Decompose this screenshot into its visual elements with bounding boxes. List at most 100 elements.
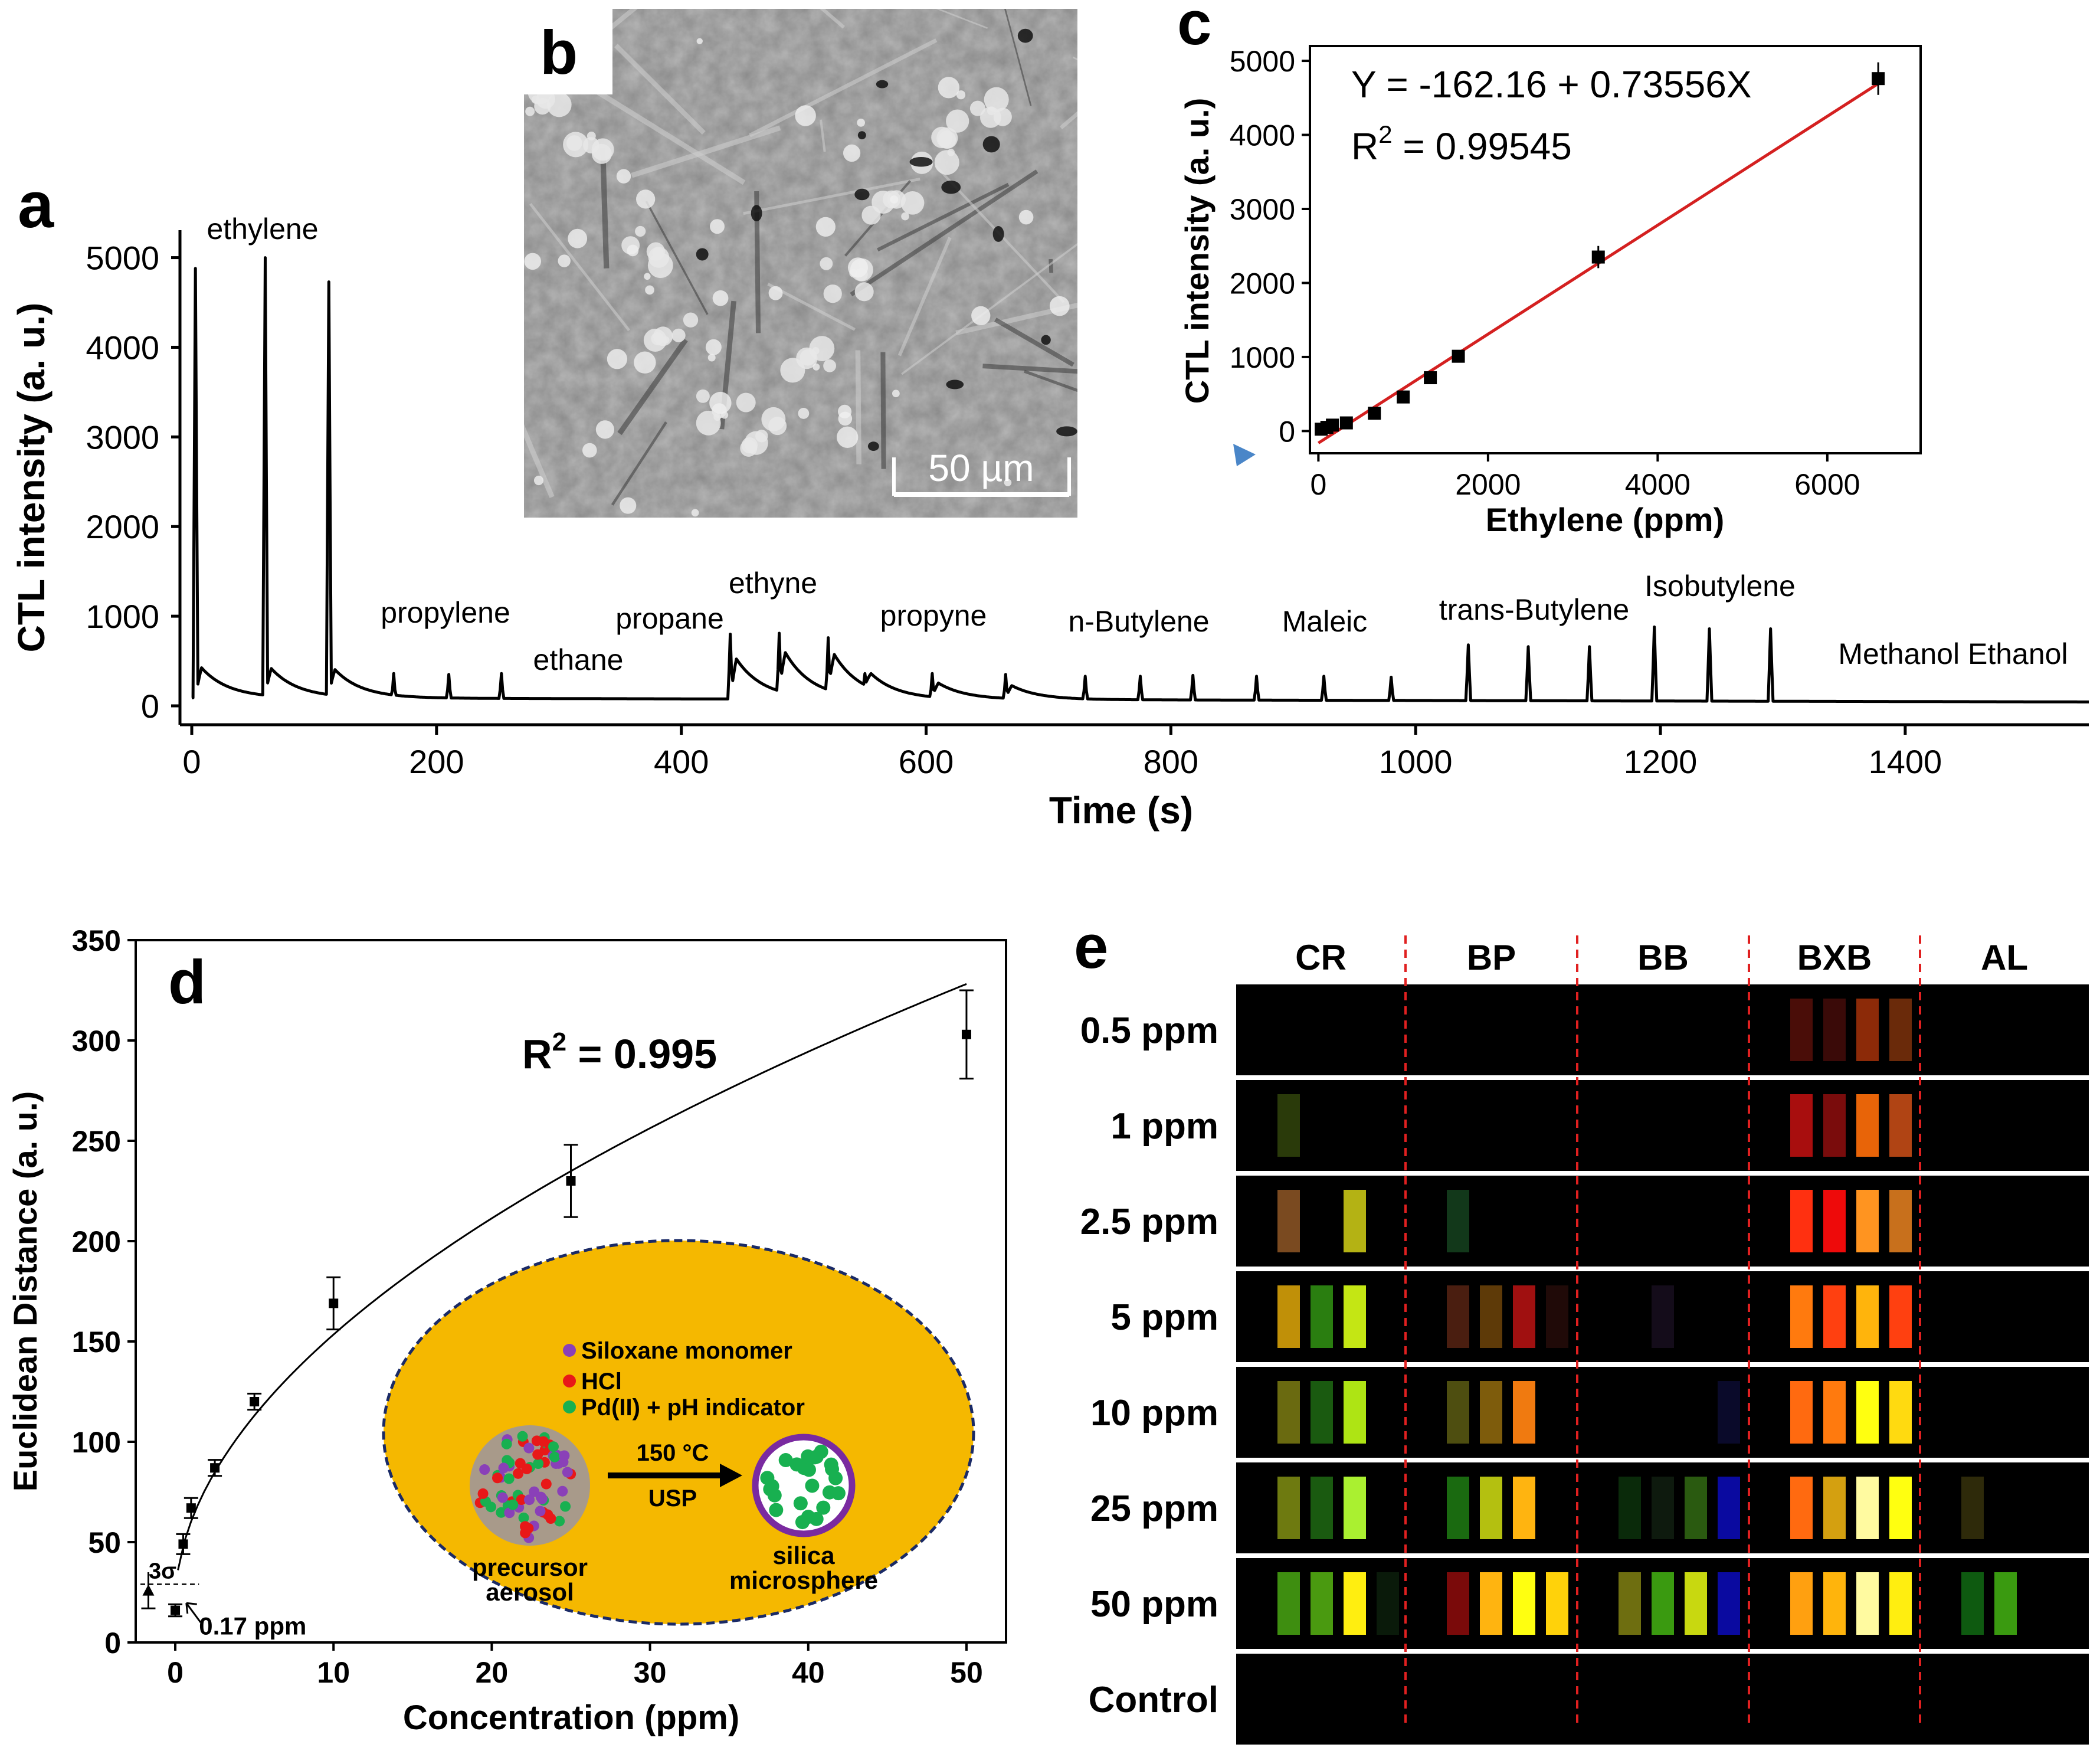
panel-c-ytick-label: 3000 bbox=[1230, 193, 1295, 226]
sensor-spot bbox=[1889, 1094, 1912, 1157]
column-label-al: AL bbox=[1981, 938, 2028, 977]
panel-a-chart: 0 1000 2000 3000 4000 5000 0 200 400 600 800 1000 1… bbox=[10, 212, 2089, 832]
sensor-spot bbox=[1856, 1190, 1879, 1252]
sensor-spot bbox=[1790, 999, 1813, 1061]
row-label: 2.5 ppm bbox=[1080, 1202, 1218, 1242]
sensor-spot bbox=[1480, 1477, 1502, 1539]
panel-d-ylabel: Euclidean Distance (a. u.) bbox=[6, 1091, 44, 1491]
panel-a-ytick-label: 2000 bbox=[86, 508, 159, 545]
row-label: 1 ppm bbox=[1110, 1106, 1218, 1147]
panel-a-ytick-label: 1000 bbox=[86, 598, 159, 635]
panel-c-ytick-label: 2000 bbox=[1230, 267, 1295, 300]
precursor-label-2: aerosol bbox=[486, 1578, 574, 1606]
panel-c-frame bbox=[1309, 45, 1922, 454]
panel-d-xtick-label: 50 bbox=[950, 1656, 983, 1689]
sensor-spot bbox=[1447, 1477, 1469, 1539]
annotation-methanol-ethanol: Methanol Ethanol bbox=[1838, 637, 2068, 670]
panel-d-ytick-label: 0 bbox=[104, 1627, 121, 1660]
panel-d-ytick-label: 250 bbox=[72, 1125, 121, 1158]
sensor-spot bbox=[1790, 1477, 1813, 1539]
annotation-maleic: Maleic bbox=[1282, 605, 1367, 638]
panel-d-point bbox=[961, 1029, 971, 1039]
sensor-spot bbox=[1546, 1285, 1568, 1348]
sensor-spot bbox=[1889, 1381, 1912, 1444]
panel-d-ytick-label: 50 bbox=[88, 1526, 121, 1559]
sensor-spot bbox=[1823, 1477, 1846, 1539]
panel-d-chart: 0 50 100 150 200 250 300 350 0 10 20 30 40 50 3σ 0.1… bbox=[6, 924, 1007, 1737]
panel-b-sem-image: b 50 µm bbox=[524, 9, 1077, 518]
sensor-spot bbox=[1344, 1190, 1366, 1252]
sensor-spot bbox=[1277, 1572, 1300, 1635]
panel-d-point bbox=[171, 1605, 181, 1615]
sensor-spot bbox=[1823, 1094, 1846, 1157]
sensor-spot bbox=[1856, 1572, 1879, 1635]
sensor-spot bbox=[1311, 1285, 1333, 1348]
panel-label-a: a bbox=[18, 169, 54, 241]
sensor-spot bbox=[1790, 1285, 1813, 1348]
panel-d-r2: R2 = 0.995 bbox=[522, 1027, 717, 1077]
panel-d-ytick-label: 150 bbox=[72, 1326, 121, 1359]
baseline-triangle-icon bbox=[142, 1584, 155, 1596]
panel-a-ylabel: CTL intensity (a. u.) bbox=[10, 303, 53, 653]
sensor-spot bbox=[1277, 1285, 1300, 1348]
sensor-spot bbox=[1652, 1572, 1674, 1635]
panel-d-xtick-label: 20 bbox=[476, 1656, 509, 1689]
three-sigma-label: 3σ bbox=[149, 1559, 176, 1583]
sensor-spot bbox=[1718, 1477, 1740, 1539]
panel-c-ytick-label: 4000 bbox=[1230, 119, 1295, 152]
panel-a-xtick-label: 600 bbox=[899, 743, 954, 780]
sensor-spot bbox=[1961, 1477, 1984, 1539]
panel-label-d: d bbox=[168, 948, 206, 1017]
sensor-spot bbox=[1856, 1285, 1879, 1348]
sensor-spot bbox=[1311, 1572, 1333, 1635]
sensor-spot bbox=[1685, 1477, 1707, 1539]
sensor-spot bbox=[1790, 1190, 1813, 1252]
sensor-spot bbox=[1619, 1572, 1641, 1635]
panel-c-point bbox=[1339, 416, 1353, 430]
array-row bbox=[1236, 1080, 2089, 1171]
sensor-spot bbox=[1823, 1381, 1846, 1444]
sensor-spot bbox=[1344, 1381, 1366, 1444]
panel-d-point bbox=[250, 1397, 260, 1406]
column-label-bxb: BXB bbox=[1797, 938, 1872, 977]
panel-c-point bbox=[1326, 418, 1339, 432]
panel-c-ytick-label: 1000 bbox=[1230, 341, 1295, 374]
sensor-spot bbox=[1447, 1572, 1469, 1635]
annotation-ethyne: ethyne bbox=[729, 567, 817, 600]
sensor-spot bbox=[1790, 1094, 1813, 1157]
arrow-right-icon bbox=[720, 1464, 742, 1487]
panel-c-equation: Y = -162.16 + 0.73556X bbox=[1351, 63, 1752, 106]
sensor-spot bbox=[1619, 1477, 1641, 1539]
sensor-spot bbox=[1856, 999, 1879, 1061]
panel-c-r2: R2 = 0.99545 bbox=[1351, 120, 1572, 168]
sensor-spot bbox=[1685, 1572, 1707, 1635]
panel-c-xlabel: Ethylene (ppm) bbox=[1486, 501, 1724, 538]
panel-label-b: b bbox=[540, 18, 578, 87]
sensor-spot bbox=[1513, 1381, 1535, 1444]
scale-bar-label: 50 µm bbox=[928, 447, 1034, 489]
annotation-isobutylene: Isobutylene bbox=[1644, 570, 1796, 603]
panel-a-xtick-label: 800 bbox=[1144, 743, 1198, 780]
annotation-n-butylene: n-Butylene bbox=[1068, 605, 1209, 638]
panel-c-point bbox=[1452, 349, 1465, 363]
legend-dot-siloxane bbox=[563, 1344, 576, 1357]
panel-c-ytick-label: 0 bbox=[1279, 415, 1295, 448]
sensor-spot bbox=[1790, 1381, 1813, 1444]
panel-a-xtick-label: 1200 bbox=[1624, 743, 1698, 780]
sensor-spot bbox=[1856, 1477, 1879, 1539]
sensor-spot bbox=[1377, 1572, 1399, 1635]
sensor-spot bbox=[1889, 1190, 1912, 1252]
sensor-spot bbox=[1718, 1572, 1740, 1635]
panel-d-xtick-label: 40 bbox=[792, 1656, 825, 1689]
sensor-spot bbox=[1856, 1381, 1879, 1444]
sensor-spot bbox=[1447, 1381, 1469, 1444]
sensor-spot bbox=[1344, 1477, 1366, 1539]
sensor-spot bbox=[1480, 1381, 1502, 1444]
legend-pd: Pd(II) + pH indicator bbox=[581, 1395, 805, 1421]
panel-a-xtick-label: 1400 bbox=[1869, 743, 1942, 780]
sensor-spot bbox=[1447, 1285, 1469, 1348]
sensor-spot bbox=[1513, 1477, 1535, 1539]
sensor-spot bbox=[1277, 1477, 1300, 1539]
sensor-spot bbox=[1480, 1572, 1502, 1635]
